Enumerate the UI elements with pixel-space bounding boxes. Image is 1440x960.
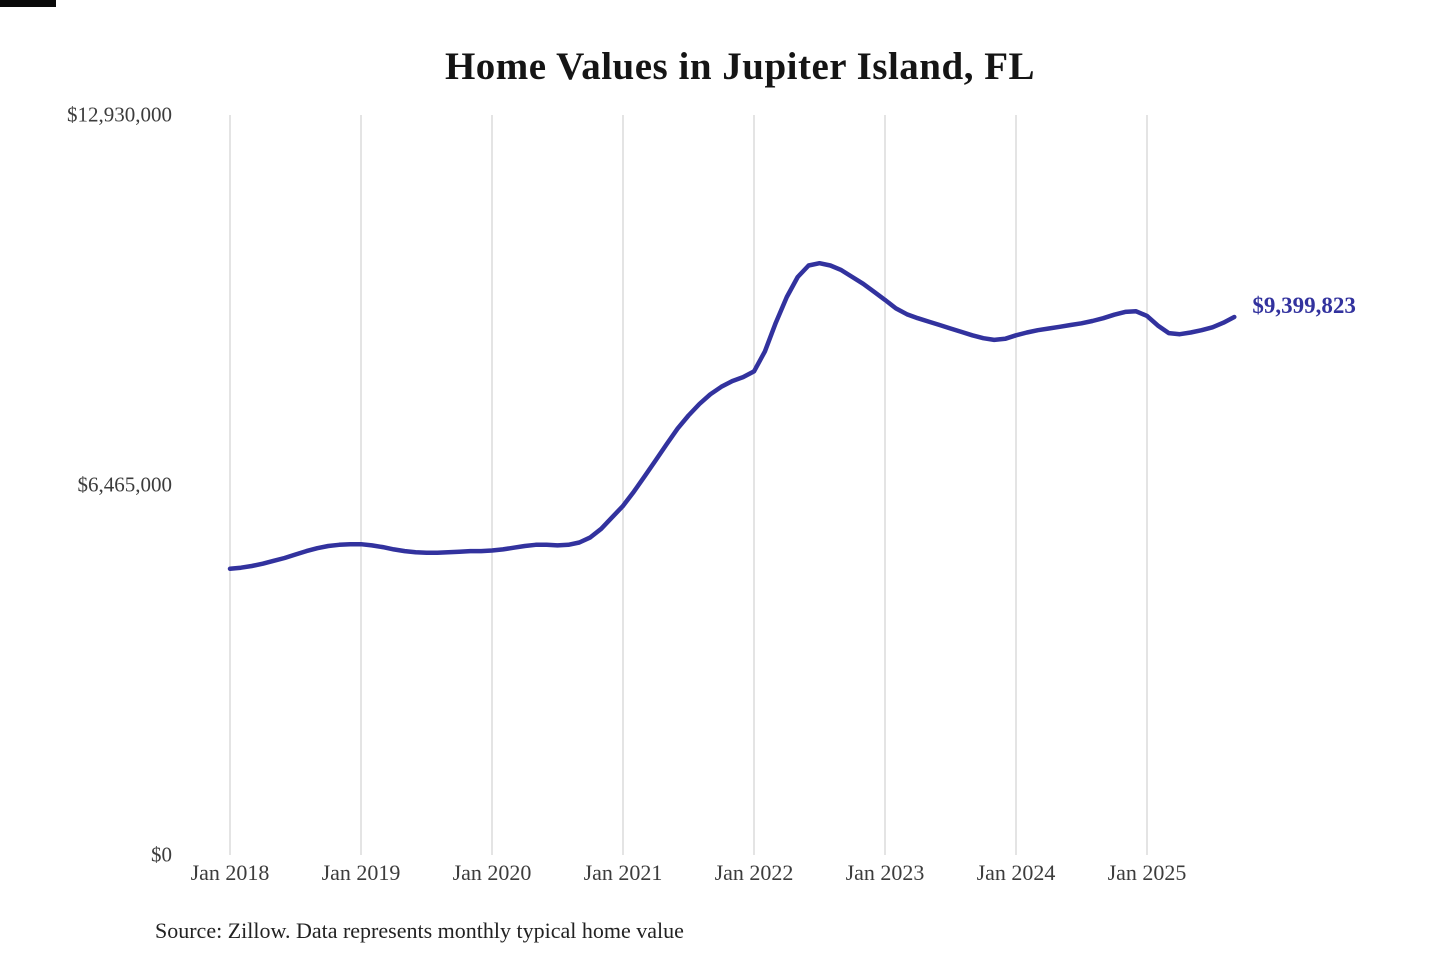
y-tick-label: $0 bbox=[151, 842, 172, 867]
home-value-line bbox=[227, 260, 1237, 572]
x-tick-label: Jan 2020 bbox=[452, 860, 532, 885]
x-tick-label: Jan 2021 bbox=[583, 860, 663, 885]
latest-value-label: $9,399,823 bbox=[1252, 293, 1356, 319]
x-tick-label: Jan 2024 bbox=[976, 860, 1056, 885]
x-tick-label: Jan 2023 bbox=[845, 860, 925, 885]
top-left-artifact bbox=[0, 0, 56, 7]
y-tick-label: $6,465,000 bbox=[77, 472, 173, 497]
x-tick-label: Jan 2022 bbox=[714, 860, 794, 885]
x-tick-label: Jan 2018 bbox=[190, 860, 270, 885]
x-tick-label: Jan 2019 bbox=[321, 860, 401, 885]
y-tick-label: $12,930,000 bbox=[67, 102, 172, 127]
source-note: Source: Zillow. Data represents monthly … bbox=[155, 918, 684, 943]
x-tick-label: Jan 2025 bbox=[1107, 860, 1187, 885]
chart-title: Home Values in Jupiter Island, FL bbox=[444, 45, 1036, 88]
